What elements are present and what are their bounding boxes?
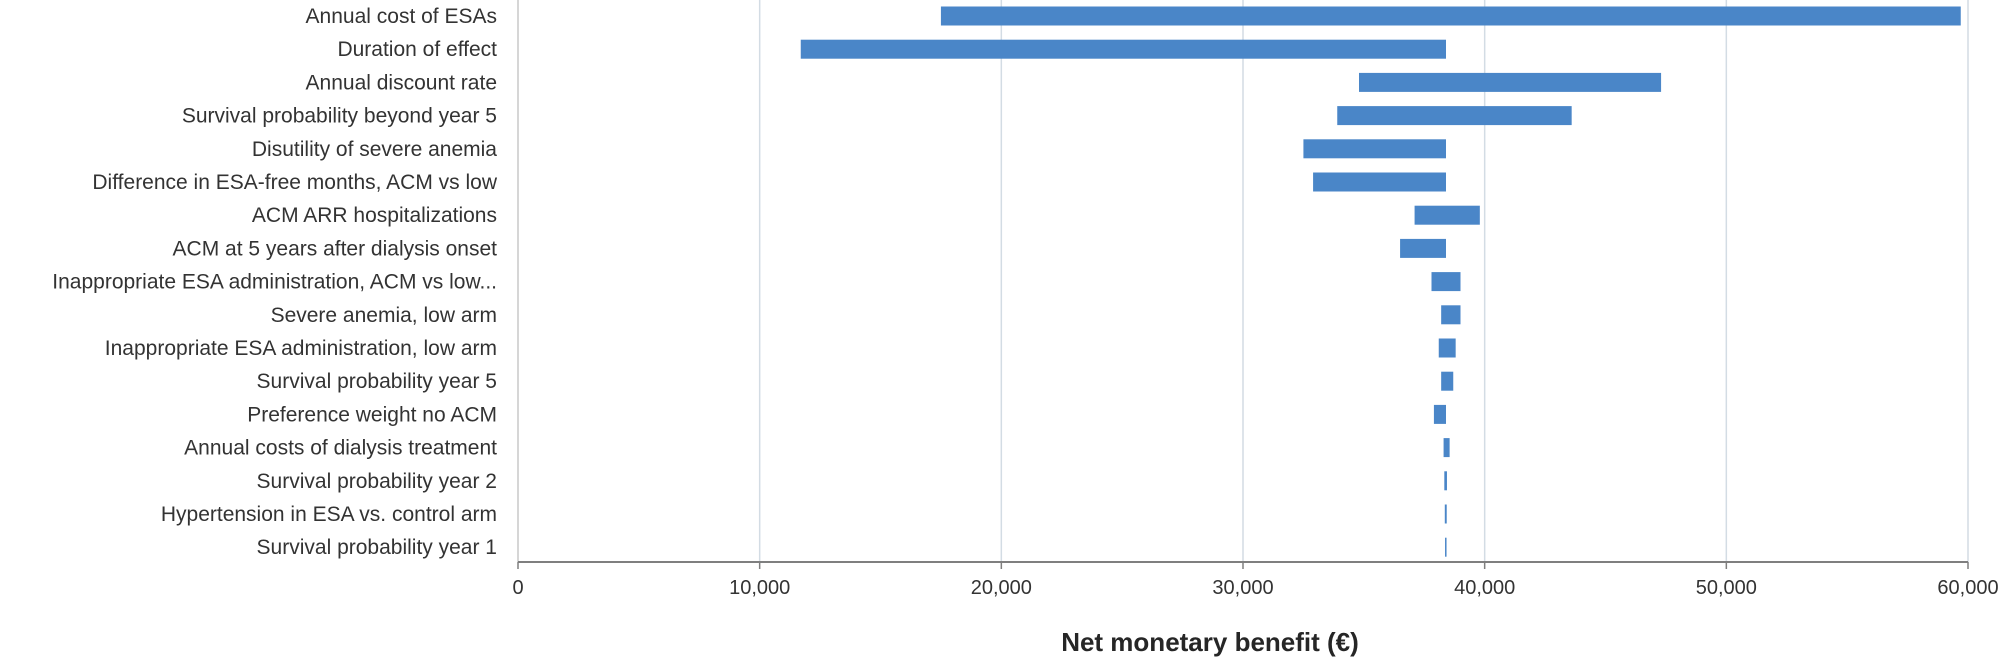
category-label: Survival probability year 1 bbox=[257, 536, 497, 559]
bar bbox=[1444, 471, 1447, 491]
bar bbox=[1431, 272, 1461, 292]
category-label: Survival probability year 5 bbox=[257, 370, 497, 393]
x-axis-title: Net monetary benefit (€) bbox=[1061, 627, 1359, 657]
x-axis: 0 10,000 20,000 30,000 40,000 50,000 60,000 bbox=[512, 0, 1999, 599]
gridlines bbox=[758, 0, 1969, 562]
bar bbox=[1443, 438, 1450, 458]
category-label: ACM ARR hospitalizations bbox=[252, 204, 497, 227]
bar bbox=[1400, 238, 1446, 258]
category-label: Difference in ESA-free months, ACM vs lo… bbox=[92, 171, 497, 194]
category-label: Disutility of severe anemia bbox=[252, 138, 497, 161]
bar bbox=[1337, 106, 1572, 126]
category-label: Severe anemia, low arm bbox=[271, 304, 497, 327]
bar bbox=[1433, 404, 1446, 424]
category-label: Duration of effect bbox=[337, 38, 497, 61]
x-tick-label: 30,000 bbox=[1212, 577, 1273, 599]
category-label: Hypertension in ESA vs. control arm bbox=[161, 503, 497, 526]
bar bbox=[1313, 172, 1446, 192]
category-labels: Annual cost of ESAs Duration of effect Ann… bbox=[52, 5, 498, 559]
bar bbox=[1414, 205, 1480, 225]
bar bbox=[1444, 504, 1447, 524]
x-tick-label: 40,000 bbox=[1454, 577, 1515, 599]
x-tick-label: 50,000 bbox=[1696, 577, 1757, 599]
category-label: Survival probability beyond year 5 bbox=[182, 105, 497, 128]
bar bbox=[800, 39, 1446, 59]
x-tick-label: 10,000 bbox=[729, 577, 790, 599]
bar bbox=[1303, 139, 1446, 159]
bar bbox=[1438, 338, 1456, 358]
x-tick-label: 60,000 bbox=[1937, 577, 1998, 599]
category-label: Inappropriate ESA administration, ACM vs… bbox=[52, 271, 497, 294]
category-label: Annual discount rate bbox=[306, 71, 497, 94]
category-label: ACM at 5 years after dialysis onset bbox=[173, 237, 498, 260]
x-tick-label: 0 bbox=[512, 577, 523, 599]
category-label: Annual costs of dialysis treatment bbox=[184, 437, 497, 460]
bar bbox=[940, 6, 1961, 26]
bars bbox=[800, 6, 1961, 557]
bar bbox=[1359, 72, 1662, 92]
bar bbox=[1445, 537, 1447, 557]
x-tick-label: 20,000 bbox=[971, 577, 1032, 599]
category-label: Annual cost of ESAs bbox=[306, 5, 497, 28]
category-label: Inappropriate ESA administration, low ar… bbox=[105, 337, 497, 360]
category-label: Survival probability year 2 bbox=[257, 470, 497, 493]
bar bbox=[1441, 305, 1461, 325]
category-label: Preference weight no ACM bbox=[247, 403, 497, 426]
bar bbox=[1441, 371, 1454, 391]
